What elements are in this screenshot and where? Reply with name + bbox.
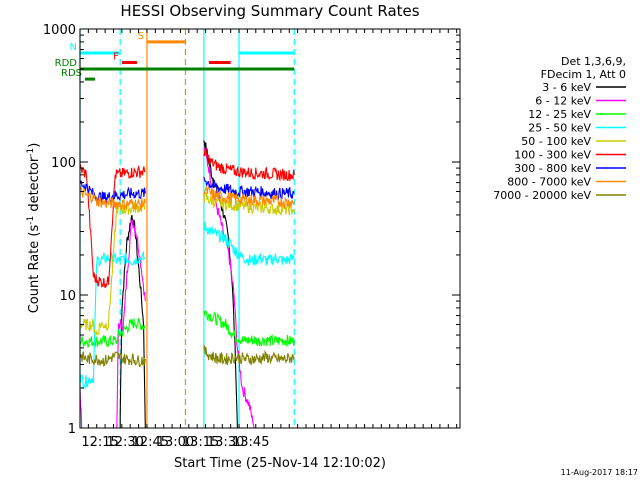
- series-line-7-0: [79, 186, 146, 211]
- y-tick-label-1000: 1000: [43, 23, 76, 38]
- x-tick-label-1230: 12:30: [106, 435, 143, 450]
- series-line-2-1: [203, 310, 295, 347]
- y-axis-label-sup2: -1: [26, 148, 36, 157]
- flag-label-rds: RDS: [61, 68, 82, 79]
- y-axis-label-end: ): [27, 143, 42, 148]
- legend-label-7: 800 - 7000 keV: [507, 176, 591, 189]
- y-tick-label-1: 1: [68, 422, 76, 437]
- series-line-3-1: [203, 221, 295, 266]
- series-line-0-1: [203, 140, 243, 429]
- x-tick-label-1345: 13:45: [232, 435, 269, 450]
- x-tick-label-1215: 12:15: [81, 435, 118, 450]
- flag-label-n: N: [70, 42, 77, 53]
- legend-label-3: 25 - 50 keV: [528, 122, 591, 135]
- x-tick-label-1315: 13:15: [182, 435, 219, 450]
- series-line-6-1: [203, 176, 295, 201]
- legend-label-2: 12 - 25 keV: [528, 108, 591, 121]
- series-line-2-0: [79, 317, 146, 349]
- legend-header-0: Det 1,3,6,9,: [561, 55, 626, 68]
- y-axis-label: Count Rate (s-1 detector-1): [26, 143, 42, 314]
- x-tick-label-1300: 13:00: [157, 435, 194, 450]
- legend-label-0: 3 - 6 keV: [542, 81, 591, 94]
- series-line-5-1: [203, 147, 295, 182]
- x-tick-label-1245: 12:45: [132, 435, 169, 450]
- y-axis-label-sup1: -1: [26, 216, 36, 225]
- flag-label-rdd: RDD: [55, 58, 78, 69]
- y-tick-label-10: 10: [59, 289, 76, 304]
- series-line-7-1: [203, 185, 295, 210]
- svg-text:Count Rate (s-1 detector-1): Count Rate (s-1 detector-1): [26, 143, 42, 314]
- x-axis-label: Start Time (25-Nov-14 12:10:02): [174, 456, 386, 471]
- y-axis-label-mid: detector: [27, 156, 42, 216]
- series-line-4-0: [79, 200, 146, 337]
- series-line-8-1: [203, 345, 295, 366]
- plot-frame: [79, 28, 461, 429]
- legend-label-1: 6 - 12 keV: [535, 95, 591, 108]
- series-line-8-0: [79, 351, 146, 368]
- y-axis-label-main: Count Rate (s: [27, 225, 42, 314]
- legend-label-5: 100 - 300 keV: [514, 149, 591, 162]
- x-tick-label-1330: 13:30: [207, 435, 244, 450]
- legend-header-1: FDecim 1, Att 0: [541, 68, 626, 81]
- flag-label-s: S: [138, 31, 144, 42]
- chart-title: HESSI Observing Summary Count Rates: [120, 2, 419, 20]
- legend-label-6: 300 - 800 keV: [514, 162, 591, 175]
- legend-label-8: 7000 - 20000 keV: [493, 189, 591, 202]
- legend-label-4: 50 - 100 keV: [521, 135, 591, 148]
- series-line-5-0: [79, 163, 146, 289]
- y-tick-label-100: 100: [51, 156, 76, 171]
- footer-timestamp: 11-Aug-2017 18:17: [561, 468, 638, 477]
- plot-area: NFSRDDRDS110100100012:1512:3012:4513:001…: [43, 23, 461, 450]
- flag-label-f: F: [113, 51, 119, 62]
